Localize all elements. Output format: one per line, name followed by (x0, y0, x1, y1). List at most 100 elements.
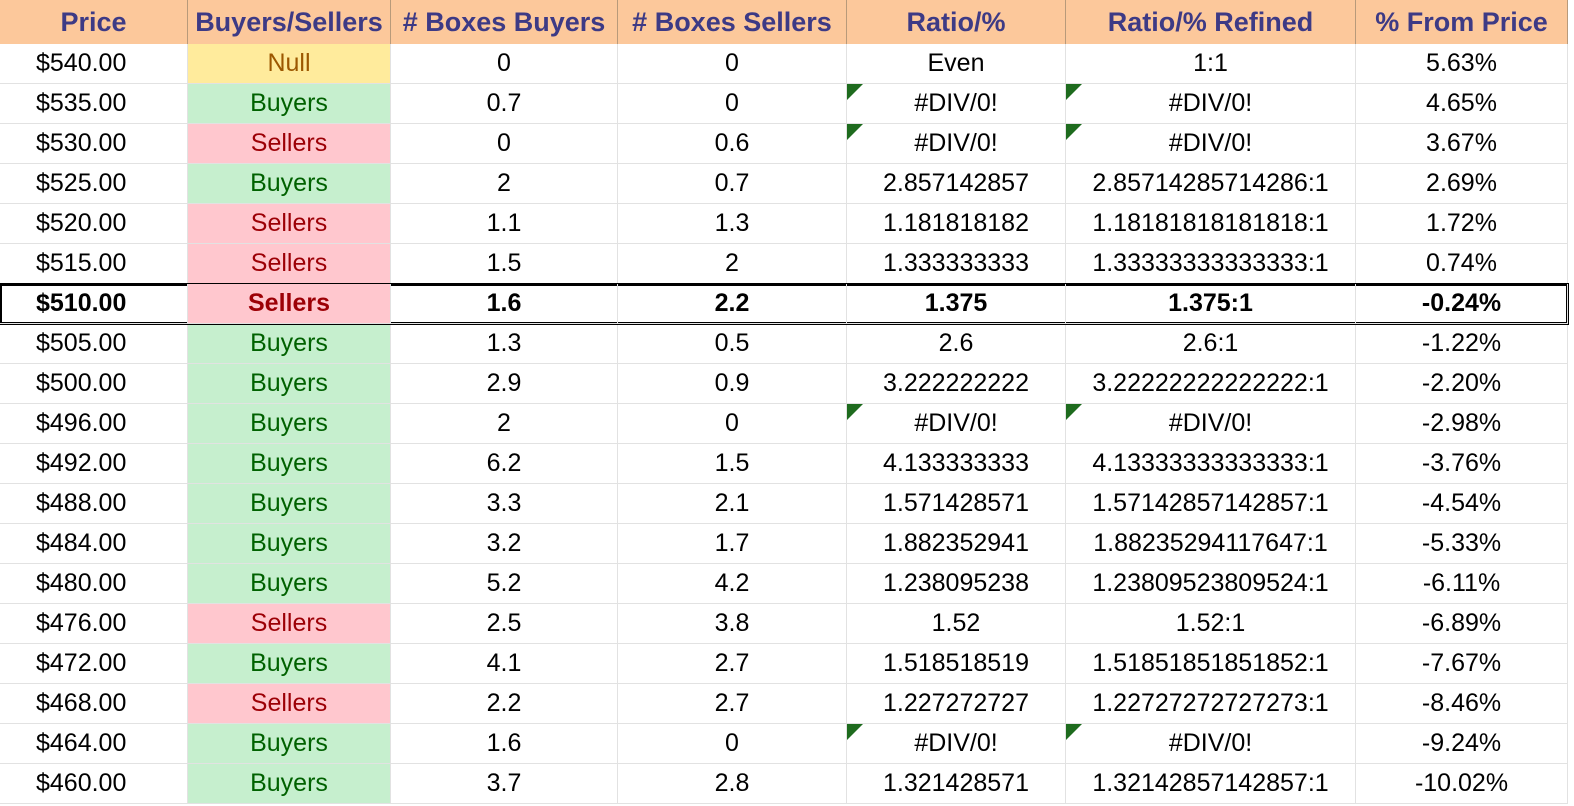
side-cell[interactable]: Sellers (188, 124, 391, 164)
ratio-refined-cell[interactable]: 1.52:1 (1066, 604, 1356, 644)
boxes-buyers-cell[interactable]: 0.7 (391, 84, 618, 124)
header-ratio[interactable]: Ratio/% (847, 0, 1066, 44)
boxes-buyers-cell[interactable]: 0 (391, 44, 618, 84)
boxes-sellers-cell[interactable]: 1.5 (618, 444, 847, 484)
pct-from-price-cell[interactable]: -0.24% (1356, 284, 1568, 324)
ratio-cell[interactable]: 3.222222222 (847, 364, 1066, 404)
ratio-cell[interactable]: #DIV/0! (847, 724, 1066, 764)
side-cell[interactable]: Buyers (188, 564, 391, 604)
ratio-refined-cell[interactable]: 3.22222222222222:1 (1066, 364, 1356, 404)
price-cell[interactable]: $535.00 (0, 84, 188, 124)
pct-from-price-cell[interactable]: 2.69% (1356, 164, 1568, 204)
ratio-refined-cell[interactable]: 1.88235294117647:1 (1066, 524, 1356, 564)
ratio-refined-cell[interactable]: 1.51851851851852:1 (1066, 644, 1356, 684)
ratio-refined-cell[interactable]: 2.85714285714286:1 (1066, 164, 1356, 204)
price-cell[interactable]: $515.00 (0, 244, 188, 284)
boxes-sellers-cell[interactable]: 2.7 (618, 684, 847, 724)
boxes-buyers-cell[interactable]: 1.6 (391, 284, 618, 324)
boxes-buyers-cell[interactable]: 2 (391, 404, 618, 444)
pct-from-price-cell[interactable]: -7.67% (1356, 644, 1568, 684)
boxes-buyers-cell[interactable]: 2.9 (391, 364, 618, 404)
ratio-refined-cell[interactable]: #DIV/0! (1066, 124, 1356, 164)
pct-from-price-cell[interactable]: -2.98% (1356, 404, 1568, 444)
boxes-buyers-cell[interactable]: 6.2 (391, 444, 618, 484)
ratio-cell[interactable]: 1.321428571 (847, 764, 1066, 804)
ratio-refined-cell[interactable]: #DIV/0! (1066, 84, 1356, 124)
pct-from-price-cell[interactable]: 5.63% (1356, 44, 1568, 84)
ratio-refined-cell[interactable]: 1:1 (1066, 44, 1356, 84)
boxes-sellers-cell[interactable]: 0 (618, 84, 847, 124)
boxes-buyers-cell[interactable]: 2.2 (391, 684, 618, 724)
ratio-refined-cell[interactable]: 1.57142857142857:1 (1066, 484, 1356, 524)
side-cell[interactable]: Buyers (188, 764, 391, 804)
ratio-cell[interactable]: #DIV/0! (847, 404, 1066, 444)
ratio-cell[interactable]: 1.518518519 (847, 644, 1066, 684)
ratio-refined-cell[interactable]: 1.22727272727273:1 (1066, 684, 1356, 724)
pct-from-price-cell[interactable]: -4.54% (1356, 484, 1568, 524)
side-cell[interactable]: Sellers (188, 604, 391, 644)
header-boxes-buyers[interactable]: # Boxes Buyers (391, 0, 618, 44)
pct-from-price-cell[interactable]: -8.46% (1356, 684, 1568, 724)
side-cell[interactable]: Buyers (188, 644, 391, 684)
price-cell[interactable]: $492.00 (0, 444, 188, 484)
ratio-cell[interactable]: 4.133333333 (847, 444, 1066, 484)
price-cell[interactable]: $476.00 (0, 604, 188, 644)
boxes-sellers-cell[interactable]: 1.7 (618, 524, 847, 564)
pct-from-price-cell[interactable]: -6.89% (1356, 604, 1568, 644)
ratio-refined-cell[interactable]: 1.32142857142857:1 (1066, 764, 1356, 804)
side-cell[interactable]: Buyers (188, 364, 391, 404)
ratio-cell[interactable]: 1.375 (847, 284, 1066, 324)
ratio-cell[interactable]: #DIV/0! (847, 84, 1066, 124)
boxes-buyers-cell[interactable]: 1.5 (391, 244, 618, 284)
boxes-buyers-cell[interactable]: 2.5 (391, 604, 618, 644)
boxes-buyers-cell[interactable]: 3.3 (391, 484, 618, 524)
boxes-buyers-cell[interactable]: 2 (391, 164, 618, 204)
header-price[interactable]: Price (0, 0, 188, 44)
side-cell[interactable]: Buyers (188, 524, 391, 564)
ratio-cell[interactable]: Even (847, 44, 1066, 84)
ratio-refined-cell[interactable]: #DIV/0! (1066, 404, 1356, 444)
boxes-sellers-cell[interactable]: 1.3 (618, 204, 847, 244)
boxes-sellers-cell[interactable]: 2 (618, 244, 847, 284)
pct-from-price-cell[interactable]: -6.11% (1356, 564, 1568, 604)
pct-from-price-cell[interactable]: 3.67% (1356, 124, 1568, 164)
boxes-sellers-cell[interactable]: 0.6 (618, 124, 847, 164)
price-cell[interactable]: $530.00 (0, 124, 188, 164)
ratio-refined-cell[interactable]: 1.33333333333333:1 (1066, 244, 1356, 284)
price-cell[interactable]: $484.00 (0, 524, 188, 564)
price-cell[interactable]: $510.00 (0, 284, 188, 324)
ratio-refined-cell[interactable]: 4.13333333333333:1 (1066, 444, 1356, 484)
header-buyers-sellers[interactable]: Buyers/Sellers (188, 0, 391, 44)
ratio-cell[interactable]: 2.6 (847, 324, 1066, 364)
price-cell[interactable]: $464.00 (0, 724, 188, 764)
boxes-sellers-cell[interactable]: 0 (618, 724, 847, 764)
boxes-buyers-cell[interactable]: 3.2 (391, 524, 618, 564)
boxes-sellers-cell[interactable]: 2.1 (618, 484, 847, 524)
pct-from-price-cell[interactable]: -3.76% (1356, 444, 1568, 484)
pct-from-price-cell[interactable]: -1.22% (1356, 324, 1568, 364)
boxes-sellers-cell[interactable]: 0 (618, 404, 847, 444)
header-boxes-sellers[interactable]: # Boxes Sellers (618, 0, 847, 44)
ratio-refined-cell[interactable]: 2.6:1 (1066, 324, 1356, 364)
ratio-cell[interactable]: 1.882352941 (847, 524, 1066, 564)
price-cell[interactable]: $468.00 (0, 684, 188, 724)
boxes-buyers-cell[interactable]: 5.2 (391, 564, 618, 604)
side-cell[interactable]: Sellers (188, 244, 391, 284)
boxes-sellers-cell[interactable]: 0.7 (618, 164, 847, 204)
ratio-cell[interactable]: 1.571428571 (847, 484, 1066, 524)
ratio-cell[interactable]: 2.857142857 (847, 164, 1066, 204)
ratio-cell[interactable]: 1.333333333 (847, 244, 1066, 284)
pct-from-price-cell[interactable]: -5.33% (1356, 524, 1568, 564)
price-cell[interactable]: $472.00 (0, 644, 188, 684)
side-cell[interactable]: Buyers (188, 444, 391, 484)
price-cell[interactable]: $496.00 (0, 404, 188, 444)
side-cell[interactable]: Buyers (188, 724, 391, 764)
pct-from-price-cell[interactable]: 1.72% (1356, 204, 1568, 244)
side-cell[interactable]: Buyers (188, 484, 391, 524)
header-ratio-refined[interactable]: Ratio/% Refined (1066, 0, 1356, 44)
side-cell[interactable]: Buyers (188, 404, 391, 444)
price-cell[interactable]: $520.00 (0, 204, 188, 244)
side-cell[interactable]: Sellers (188, 204, 391, 244)
side-cell[interactable]: Sellers (188, 284, 391, 324)
ratio-refined-cell[interactable]: 1.23809523809524:1 (1066, 564, 1356, 604)
